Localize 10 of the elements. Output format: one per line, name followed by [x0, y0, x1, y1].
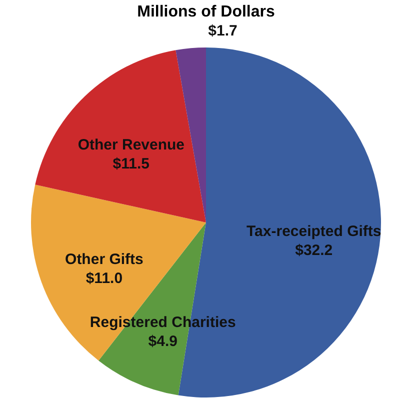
data-label: $11.5: [112, 155, 150, 172]
slice-label: Other Revenue: [78, 136, 185, 154]
data-label: $4.9: [148, 332, 178, 350]
data-label: $1.7: [208, 22, 238, 40]
chart-title: Millions of Dollars: [137, 4, 275, 21]
slice-label: Other Gifts: [65, 251, 144, 268]
pie-slice: [35, 50, 206, 222]
data-label: $11.0: [86, 270, 123, 288]
slice-label: Tax-receipted Gifts: [246, 223, 382, 240]
data-label: $32.2: [295, 242, 333, 260]
